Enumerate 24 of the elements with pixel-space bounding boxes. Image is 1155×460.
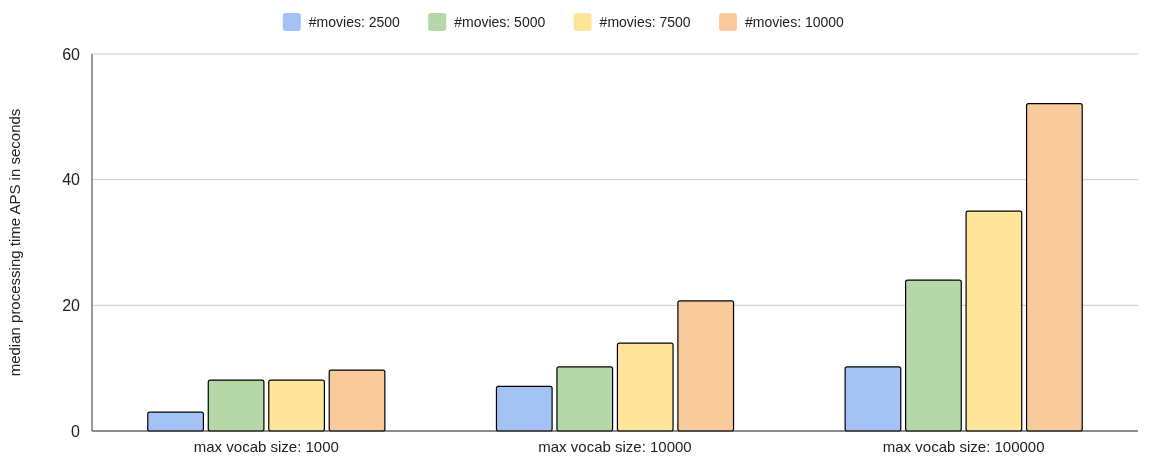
y-tick-label: 40: [62, 171, 81, 189]
bar: [616, 342, 674, 432]
legend-label: #movies: 5000: [454, 13, 546, 30]
bar: [905, 279, 962, 432]
legend-label: #movies: 10000: [745, 13, 845, 30]
bar: [328, 369, 386, 432]
y-tick-label: 20: [62, 296, 81, 314]
y-axis-title: median processing time APS in seconds: [6, 108, 23, 377]
x-tick-label: max vocab size: 1000: [193, 438, 339, 455]
y-tick-label: 0: [71, 422, 81, 440]
bar: [207, 379, 265, 432]
bar: [495, 385, 553, 432]
legend-label: #movies: 7500: [599, 13, 691, 30]
x-tick-label: max vocab size: 100000: [882, 438, 1045, 455]
bar: [965, 210, 1023, 432]
bar: [677, 300, 735, 432]
bar: [147, 411, 205, 432]
y-tick-label: 60: [62, 45, 81, 63]
bar: [268, 379, 325, 432]
bar: [556, 366, 614, 432]
legend-label: #movies: 2500: [308, 13, 401, 30]
bar: [844, 366, 902, 432]
x-tick-label: max vocab size: 10000: [538, 438, 692, 455]
bar: [1025, 103, 1083, 432]
